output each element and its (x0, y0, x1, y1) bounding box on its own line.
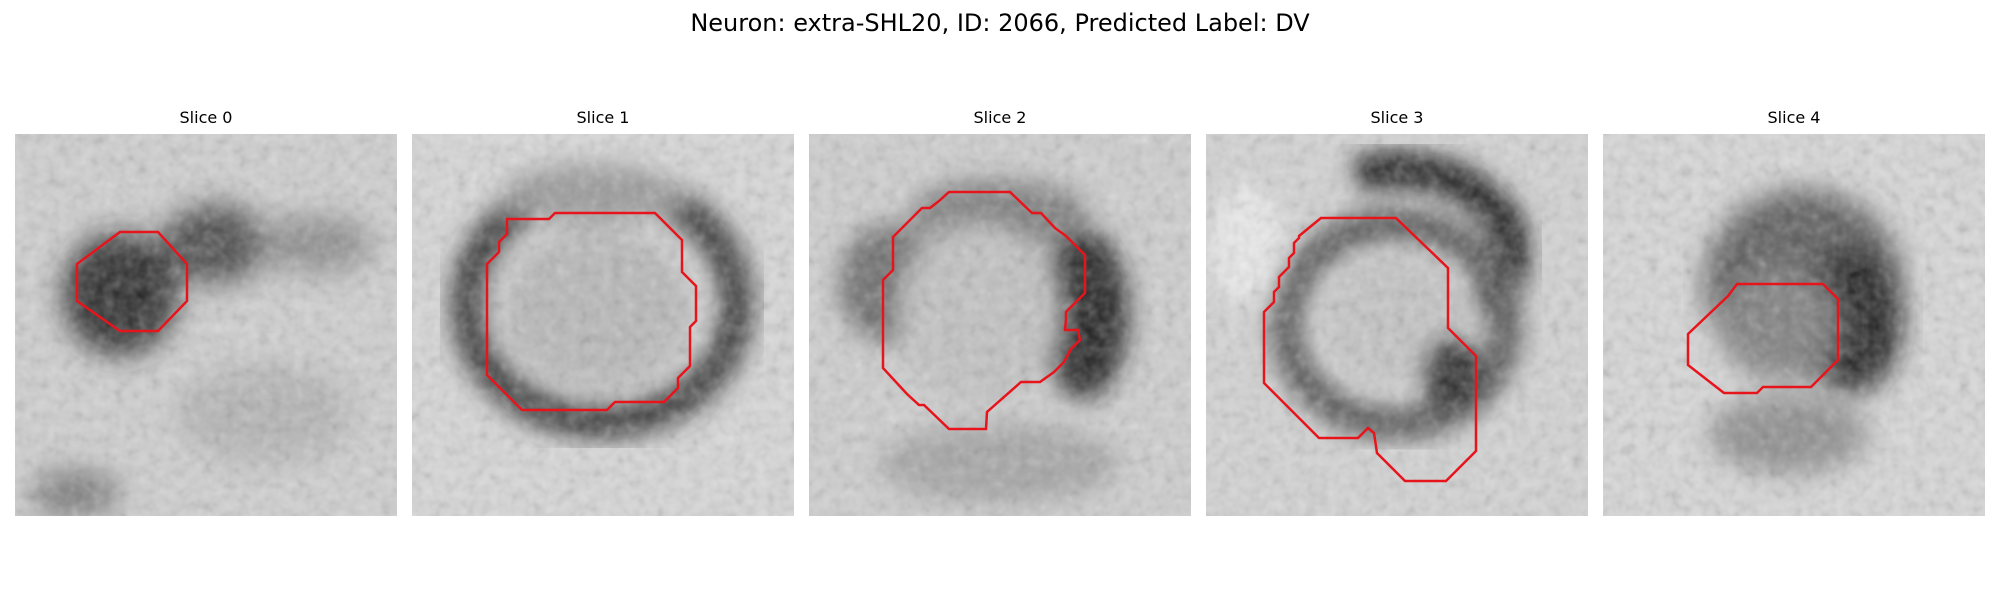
slice-image (1206, 134, 1588, 516)
slice-title: Slice 1 (576, 108, 630, 127)
slice-title: Slice 2 (973, 108, 1027, 127)
slice-panel-2: Slice 2 (809, 108, 1191, 516)
slice-image (412, 134, 794, 516)
contour-outline (485, 211, 698, 412)
slice-image (1603, 134, 1985, 516)
slice-panel-0: Slice 0 (15, 108, 397, 516)
slice-title: Slice 4 (1767, 108, 1821, 127)
contour-outline (1686, 282, 1840, 395)
figure-title: Neuron: extra-SHL20, ID: 2066, Predicted… (690, 9, 1310, 37)
slice-title: Slice 0 (179, 108, 233, 127)
slice-image (15, 134, 397, 516)
slice-panel-1: Slice 1 (412, 108, 794, 516)
slice-image (809, 134, 1191, 516)
slice-panel-3: Slice 3 (1206, 108, 1588, 516)
slice-title: Slice 3 (1370, 108, 1424, 127)
contour-outline (881, 190, 1087, 431)
contour-outline (75, 230, 189, 333)
contour-outline (1262, 216, 1478, 483)
slice-panel-4: Slice 4 (1603, 108, 1985, 516)
